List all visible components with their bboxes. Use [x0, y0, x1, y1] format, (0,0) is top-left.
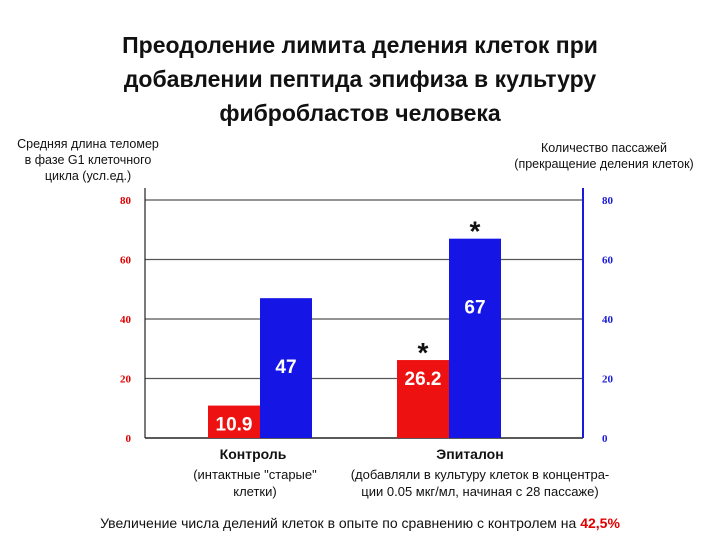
title-line-2: добавлении пептида эпифиза в культуру	[123, 66, 597, 92]
right-axis-title-line: Количество пассажей	[540, 141, 668, 155]
bar	[397, 360, 449, 438]
left-axis-title-line: Средняя длина теломер	[17, 137, 159, 151]
title-line-3: фибробластов человека	[219, 100, 501, 126]
group-sub-line: ции 0.05 мкг/мл, начиная с 28 пассаже)	[361, 484, 599, 499]
bar	[449, 238, 501, 438]
footer-highlight: 42,5%	[580, 515, 620, 531]
right-tick-label: 0	[602, 433, 608, 445]
significance-marker: *	[418, 337, 429, 368]
significance-marker: *	[470, 216, 481, 247]
footer-text: Увеличение числа делений клеток в опыте …	[100, 515, 581, 531]
footer-note: Увеличение числа делений клеток в опыте …	[0, 515, 720, 531]
left-tick-label: 0	[126, 433, 132, 445]
right-axis-title-line: (прекращение деления клеток)	[514, 157, 694, 171]
left-tick-label: 60	[120, 255, 132, 267]
group-sub-epitalon: (добавляли в культуру клеток в концентра…	[325, 466, 635, 500]
right-tick-label: 20	[602, 374, 614, 386]
left-tick-label: 80	[120, 195, 132, 207]
group-name-epitalon: Эпиталон	[436, 446, 504, 462]
bar	[208, 405, 260, 438]
page-title: Преодоление лимита деления клеток при до…	[40, 28, 680, 130]
bar	[260, 298, 312, 438]
group-name-control: Контроль	[219, 446, 287, 462]
right-tick-label: 60	[602, 255, 614, 267]
group-sub-line: (добавляли в культуру клеток в концентра…	[350, 467, 610, 482]
right-tick-label: 80	[602, 195, 614, 207]
bar-value-label: 67	[464, 298, 485, 319]
left-axis-title-line: цикла (усл.ед.)	[44, 169, 132, 183]
right-tick-label: 40	[602, 314, 614, 326]
left-tick-label: 40	[120, 314, 132, 326]
left-axis-title-line: в фазе G1 клеточного	[24, 153, 152, 167]
group-sub-control: (интактные "старые" клетки)	[160, 466, 350, 500]
bar-value-label: 10.9	[216, 415, 253, 436]
bar-value-label: 26.2	[405, 369, 442, 390]
bar-value-label: 47	[275, 357, 296, 378]
right-axis-title: Количество пассажей (прекращение деления…	[490, 140, 718, 172]
left-tick-label: 20	[120, 374, 132, 386]
left-axis-title: Средняя длина теломер в фазе G1 клеточно…	[2, 136, 174, 184]
title-line-1: Преодоление лимита деления клеток при	[122, 32, 598, 58]
group-sub-line: (интактные "старые"	[193, 467, 317, 482]
group-sub-line: клетки)	[233, 484, 277, 499]
